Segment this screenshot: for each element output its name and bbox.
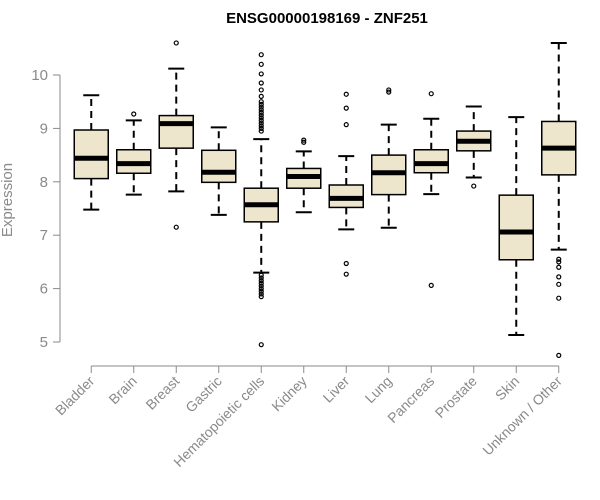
y-tick-label: 6 xyxy=(40,281,48,298)
box-group xyxy=(201,126,237,216)
outlier-point xyxy=(258,52,264,58)
x-tick-label: Liver xyxy=(320,373,353,406)
outlier-point xyxy=(258,117,264,123)
outlier-point xyxy=(258,120,264,126)
outlier-point xyxy=(258,93,264,99)
box-group xyxy=(73,94,109,211)
outlier-point xyxy=(258,286,264,292)
outlier-point xyxy=(258,99,264,105)
outlier-point xyxy=(258,104,264,110)
x-tick-label: Unknown / Other xyxy=(479,373,565,459)
box-group xyxy=(498,116,534,337)
box-iqr xyxy=(158,114,194,149)
box-group xyxy=(541,41,577,358)
outlier-point xyxy=(258,294,264,300)
x-tick-label: Pancreas xyxy=(384,373,437,426)
outlier-point xyxy=(556,259,562,265)
box-group xyxy=(243,52,279,348)
outlier-point xyxy=(258,87,264,93)
outlier-point xyxy=(258,291,264,297)
chart-title: ENSG00000198169 - ZNF251 xyxy=(226,10,428,27)
outlier-point xyxy=(173,224,179,230)
boxes-group xyxy=(73,40,577,358)
outlier-point xyxy=(258,71,264,77)
outlier-point xyxy=(301,137,307,143)
y-axis-label: Expression xyxy=(0,163,16,237)
outlier-point xyxy=(258,101,264,107)
outlier-point xyxy=(343,260,349,267)
outlier-point xyxy=(428,282,434,288)
x-tick-label: Prostate xyxy=(432,373,480,421)
y-tick-label: 5 xyxy=(40,334,48,351)
outlier-point xyxy=(258,112,264,118)
x-tick-label: Bladder xyxy=(52,373,98,419)
outlier-point xyxy=(343,122,349,128)
outlier-point xyxy=(258,275,264,281)
outlier-point xyxy=(131,111,137,117)
outlier-point xyxy=(258,128,264,134)
box-group xyxy=(456,105,492,189)
outlier-point xyxy=(258,123,264,129)
y-tick-label: 9 xyxy=(40,120,48,137)
outlier-point xyxy=(173,40,179,46)
outlier-point xyxy=(343,271,349,277)
box-group xyxy=(286,137,322,214)
outlier-point xyxy=(258,280,264,286)
outlier-point xyxy=(556,274,562,280)
outlier-point xyxy=(258,109,264,115)
outlier-point xyxy=(258,107,264,113)
outlier-point xyxy=(258,272,264,278)
box-group xyxy=(158,40,194,230)
outlier-point xyxy=(343,105,349,111)
box-group xyxy=(371,87,407,229)
outlier-point xyxy=(471,183,477,189)
outlier-point xyxy=(556,281,562,287)
x-tick-label: Skin xyxy=(492,373,523,404)
x-tick-label: Lung xyxy=(362,373,395,406)
outlier-point xyxy=(556,295,562,301)
x-tick-label: Breast xyxy=(142,373,182,413)
y-tick-label: 10 xyxy=(31,67,48,84)
outlier-point xyxy=(258,342,264,348)
outlier-point xyxy=(386,89,392,95)
x-tick-label: Kidney xyxy=(268,373,310,415)
outlier-point xyxy=(258,288,264,294)
box-group xyxy=(328,91,364,277)
box-iqr xyxy=(498,194,534,261)
y-tick-label: 8 xyxy=(40,174,48,191)
outlier-point xyxy=(258,115,264,121)
y-axis: 5 6 7 8 9 10 xyxy=(31,67,61,351)
outlier-point xyxy=(258,125,264,131)
outlier-point xyxy=(343,91,349,97)
x-tick-label: Brain xyxy=(105,373,139,407)
box-group xyxy=(413,91,449,288)
y-tick-label: 7 xyxy=(40,227,48,244)
box-group xyxy=(116,111,152,196)
box-iqr xyxy=(73,129,109,180)
outlier-point xyxy=(258,283,264,289)
outlier-point xyxy=(556,352,562,358)
box-iqr xyxy=(201,149,237,184)
outlier-point xyxy=(556,256,562,262)
outlier-point xyxy=(386,87,392,93)
outlier-point xyxy=(428,91,434,97)
outlier-point xyxy=(556,264,562,270)
outlier-point xyxy=(301,139,307,145)
outlier-point xyxy=(258,277,264,284)
outlier-point xyxy=(258,61,264,67)
outlier-point xyxy=(258,80,264,86)
